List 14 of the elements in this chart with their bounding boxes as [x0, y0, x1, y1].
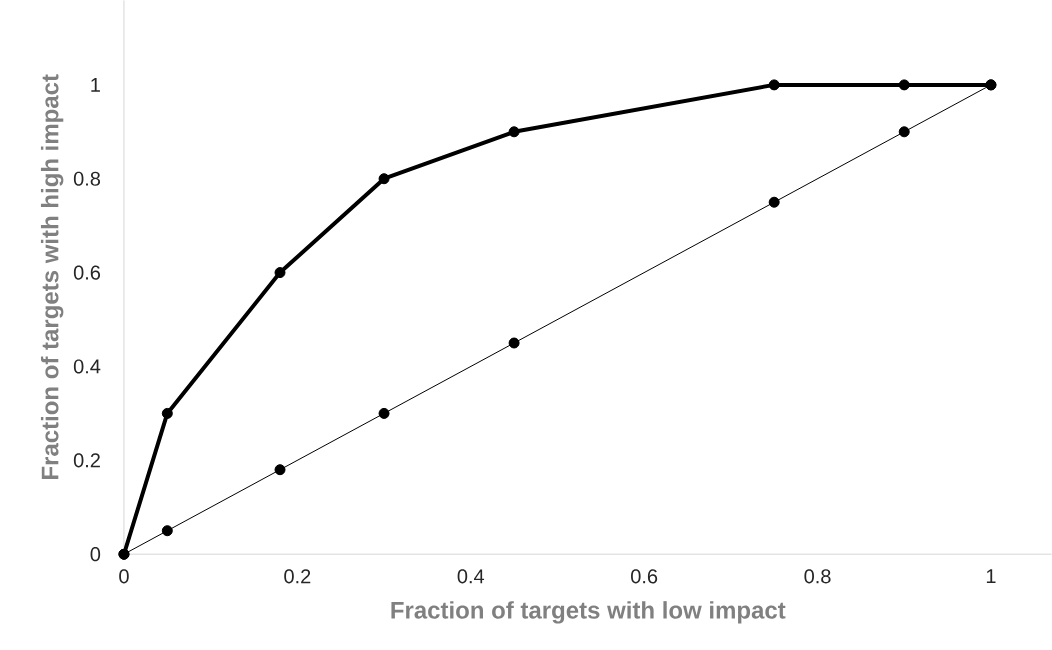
y-tick-label: 0.4	[73, 359, 101, 374]
y-axis-title: Fraction of targets with high impact	[40, 74, 64, 479]
y-tick-label: 1	[91, 77, 100, 92]
x-tick-label: 0.4	[457, 569, 485, 584]
x-tick-label: 0	[119, 569, 129, 584]
y-tick-label: 0	[90, 547, 101, 562]
y-tick-label: 0.6	[73, 265, 101, 280]
y-tick-label: 0.2	[73, 453, 100, 468]
x-axis-title: Fraction of targets with low impact	[391, 601, 786, 624]
y-tick-label: 0.8	[73, 171, 101, 186]
x-tick-label: 0.6	[631, 569, 658, 584]
x-tick-label: 1	[986, 569, 996, 583]
x-tick-label: 0.2	[284, 569, 311, 584]
x-tick-label: 0.8	[804, 569, 831, 584]
